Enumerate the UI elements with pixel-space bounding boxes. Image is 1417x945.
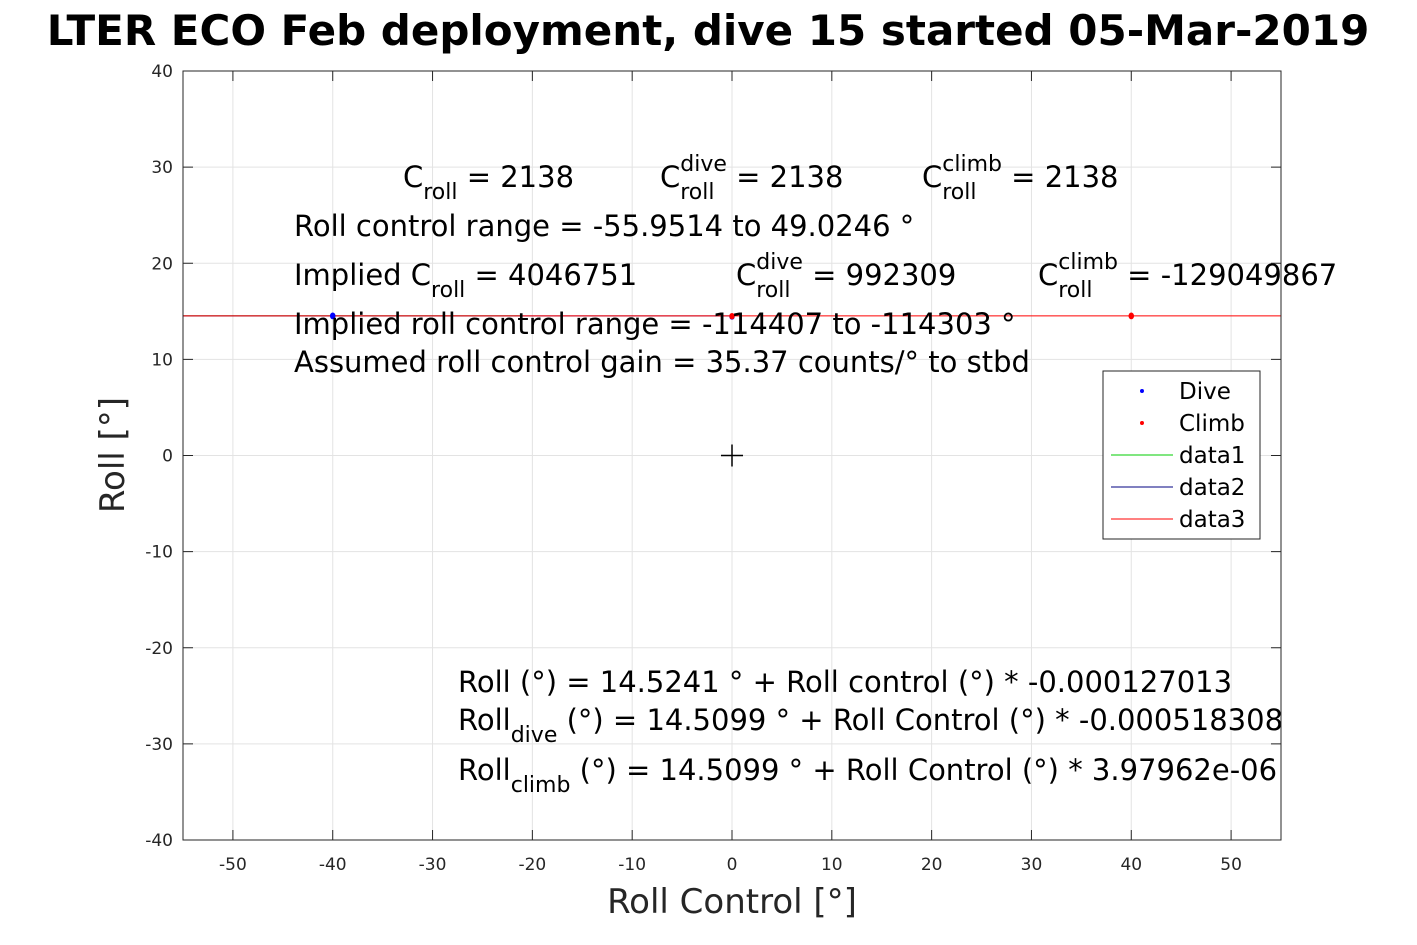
y-axis-label: Roll [°] (93, 397, 133, 513)
y-tick-labels: -40 -30 -20 -10 0 10 20 30 40 (145, 62, 173, 851)
y-tick-label: 20 (151, 254, 173, 274)
point-dive (330, 312, 336, 318)
y-tick-label: -20 (145, 639, 173, 659)
x-tick-label: -10 (618, 855, 646, 875)
legend: Dive Climb data1 data2 data3 (1102, 370, 1261, 540)
x-tick-label: -40 (319, 855, 347, 875)
point-climb (729, 313, 735, 320)
legend-swatch-climb (1140, 421, 1144, 425)
y-tick-label: 10 (151, 350, 173, 370)
x-tick-label: 30 (1021, 855, 1043, 875)
annotations: Croll = 2138 Cdive roll = 2138 Cclimb roll… (294, 152, 1337, 798)
y-tick-label: -30 (145, 735, 173, 755)
legend-label-dive: Dive (1179, 379, 1231, 405)
x-tick-label: 50 (1220, 855, 1242, 875)
annotation-implied-range: Implied roll control range = -114407 to … (294, 307, 1016, 341)
annotation-c-roll-climb: Cclimb roll = 2138 (922, 152, 1119, 205)
axis-ticks (183, 70, 1281, 841)
plot-frame (182, 70, 1282, 841)
legend-label-climb: Climb (1179, 411, 1245, 437)
x-tick-label: 10 (821, 855, 843, 875)
x-axis-label: Roll Control [°] (607, 882, 857, 922)
series-points (330, 312, 1134, 320)
legend-swatch-dive (1140, 389, 1144, 393)
y-tick-label: 0 (162, 447, 173, 467)
annotation-roll-control-range: Roll control range = -55.9514 to 49.0246… (294, 209, 914, 243)
annotation-gain: Assumed roll control gain = 35.37 counts… (294, 345, 1030, 379)
y-tick-label: -10 (145, 543, 173, 563)
x-tick-label: -50 (219, 855, 247, 875)
x-tick-labels: -50 -40 -30 -20 -10 0 10 20 30 40 50 (219, 855, 1242, 875)
annotation-c-roll: Croll = 2138 (403, 160, 574, 205)
annotation-fit-climb: Rollclimb (°) = 14.5099 ° + Roll Control… (458, 753, 1277, 798)
y-tick-label: 30 (151, 158, 173, 178)
annotation-implied-c-roll-climb: Cclimb roll = -129049867 (1038, 250, 1337, 303)
legend-label-data1: data1 (1179, 443, 1245, 469)
x-tick-label: 40 (1120, 855, 1142, 875)
annotation-c-roll-dive: Cdive roll = 2138 (660, 152, 843, 205)
annotation-fit-dive: Rolldive (°) = 14.5099 ° + Roll Control … (458, 703, 1283, 748)
x-tick-label: -30 (419, 855, 447, 875)
y-tick-label: 40 (151, 62, 173, 82)
x-tick-label: -20 (518, 855, 546, 875)
x-tick-label: 0 (727, 855, 738, 875)
legend-label-data3: data3 (1179, 507, 1245, 533)
annotation-implied-c-roll-dive: Cdive roll = 992309 (736, 250, 956, 303)
legend-label-data2: data2 (1179, 475, 1245, 501)
y-tick-label: -40 (145, 831, 173, 851)
center-cross-marker (721, 444, 743, 467)
chart-title: LTER ECO Feb deployment, dive 15 started… (47, 6, 1370, 55)
x-tick-label: 20 (921, 855, 943, 875)
point-climb (1128, 313, 1134, 319)
annotation-implied-c-roll: Implied Croll = 4046751 (294, 258, 637, 303)
annotation-fit-all: Roll (°) = 14.5241 ° + Roll control (°) … (458, 665, 1232, 699)
